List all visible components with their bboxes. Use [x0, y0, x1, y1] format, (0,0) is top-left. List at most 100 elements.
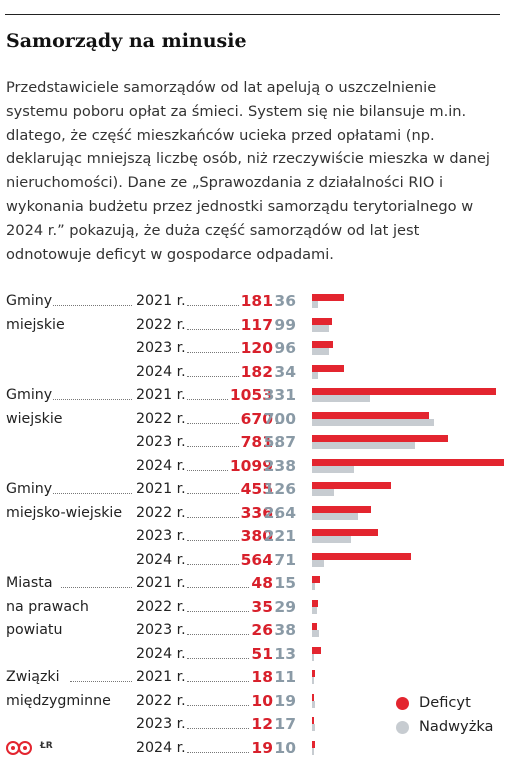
- year-label: 2022 r.: [136, 692, 186, 709]
- surplus-value: 11: [274, 668, 296, 686]
- value-leader: [276, 328, 278, 330]
- surplus-bar: [312, 653, 315, 661]
- deficit-value: 120: [240, 339, 273, 357]
- leader-line: [52, 399, 132, 400]
- year-label: 2023 r.: [136, 528, 186, 544]
- deficit-value: 564: [240, 550, 273, 569]
- deficit-bar: [312, 482, 392, 489]
- legend-deficit-label: Deficyt: [419, 694, 471, 711]
- year-label: 2024 r.: [136, 551, 186, 568]
- deficit-bar: [312, 388, 496, 395]
- value-leader: [276, 587, 278, 588]
- surplus-bar: [312, 395, 370, 402]
- leader-line: [52, 493, 132, 494]
- group-label: Gminy: [6, 387, 53, 403]
- group-label: na prawach: [6, 598, 89, 615]
- value-leader: [187, 610, 249, 612]
- surplus-value: 126: [263, 480, 296, 498]
- deficit-bar: [312, 505, 371, 513]
- deficit-value: 181: [240, 292, 273, 310]
- surplus-bar: [312, 630, 319, 637]
- value-leader: [187, 493, 239, 494]
- year-label: 2023 r.: [136, 340, 186, 356]
- surplus-value: 264: [263, 503, 296, 522]
- leader-line: [52, 305, 132, 306]
- deficit-value: 1053: [229, 386, 273, 404]
- deficit-bar: [312, 529, 379, 536]
- surplus-bar: [312, 348, 329, 355]
- value-leader: [276, 657, 278, 659]
- value-leader: [187, 375, 239, 377]
- surplus-value: 15: [274, 574, 296, 592]
- deficit-bar: [312, 411, 430, 419]
- deficit-value: 26: [251, 621, 273, 639]
- deficit-value: 380: [240, 527, 273, 545]
- deficit-bar: [312, 693, 314, 701]
- value-leader: [187, 657, 249, 659]
- group-label: powiatu: [6, 622, 63, 638]
- value-leader: [187, 634, 249, 635]
- surplus-value: 587: [263, 433, 296, 451]
- year-label: 2024 r.: [136, 457, 186, 474]
- year-label: 2022 r.: [136, 504, 186, 521]
- group-label: miejskie: [6, 316, 65, 333]
- deficit-value: 19: [251, 738, 273, 757]
- surplus-value: 38: [274, 621, 296, 639]
- value-leader: [187, 422, 239, 424]
- deficit-value: 781: [240, 433, 273, 451]
- value-leader: [187, 751, 249, 753]
- surplus-value: 29: [274, 597, 296, 616]
- value-leader: [187, 540, 239, 541]
- deficit-value: 48: [251, 574, 273, 592]
- surplus-bar: [312, 465, 354, 473]
- surplus-bar: [312, 324, 330, 332]
- deficit-bar: [312, 364, 344, 372]
- value-leader: [276, 516, 278, 518]
- value-leader: [276, 493, 278, 494]
- year-label: 2022 r.: [136, 316, 186, 333]
- surplus-bar: [312, 489, 334, 496]
- surplus-bar: [312, 418, 435, 426]
- surplus-bar: [312, 512, 359, 520]
- surplus-value: 221: [263, 527, 296, 545]
- deficit-bar: [312, 623, 317, 630]
- deficit-bar: [312, 294, 344, 301]
- top-rule: [5, 14, 500, 15]
- surplus-bar: [312, 536, 351, 543]
- deficit-value: 336: [240, 503, 273, 522]
- leader-line: [61, 587, 132, 588]
- value-leader: [276, 610, 278, 612]
- surplus-value: 34: [274, 362, 296, 381]
- year-label: 2021 r.: [136, 481, 186, 497]
- legend-deficit-swatch: [396, 697, 409, 710]
- value-leader: [276, 399, 278, 400]
- surplus-bar: [312, 724, 315, 731]
- surplus-value: 96: [274, 339, 296, 357]
- surplus-value: 99: [274, 315, 296, 334]
- value-leader: [276, 446, 278, 447]
- surplus-value: 331: [263, 386, 296, 404]
- value-leader: [276, 728, 278, 729]
- legend-surplus-label: Nadwyżka: [419, 718, 494, 735]
- deficit-bar: [312, 552, 411, 560]
- year-label: 2021 r.: [136, 293, 186, 309]
- value-leader: [276, 352, 278, 353]
- year-label: 2021 r.: [136, 387, 186, 403]
- year-label: 2024 r.: [136, 645, 186, 662]
- value-leader: [276, 704, 278, 706]
- deficit-bar: [312, 740, 316, 748]
- surplus-bar: [312, 747, 314, 755]
- value-leader: [187, 681, 249, 682]
- deficit-value: 35: [251, 597, 273, 616]
- group-label: Związki: [6, 669, 60, 685]
- group-label: Gminy: [6, 481, 53, 497]
- value-leader: [276, 305, 278, 306]
- group-label: wiejskie: [6, 410, 63, 427]
- surplus-bar: [312, 700, 316, 708]
- surplus-bar: [312, 442, 415, 449]
- year-label: 2024 r.: [136, 739, 186, 756]
- deficit-value: 670: [240, 409, 273, 428]
- group-label: Gminy: [6, 293, 53, 309]
- value-leader: [276, 469, 278, 471]
- deficit-bar: [312, 646, 321, 654]
